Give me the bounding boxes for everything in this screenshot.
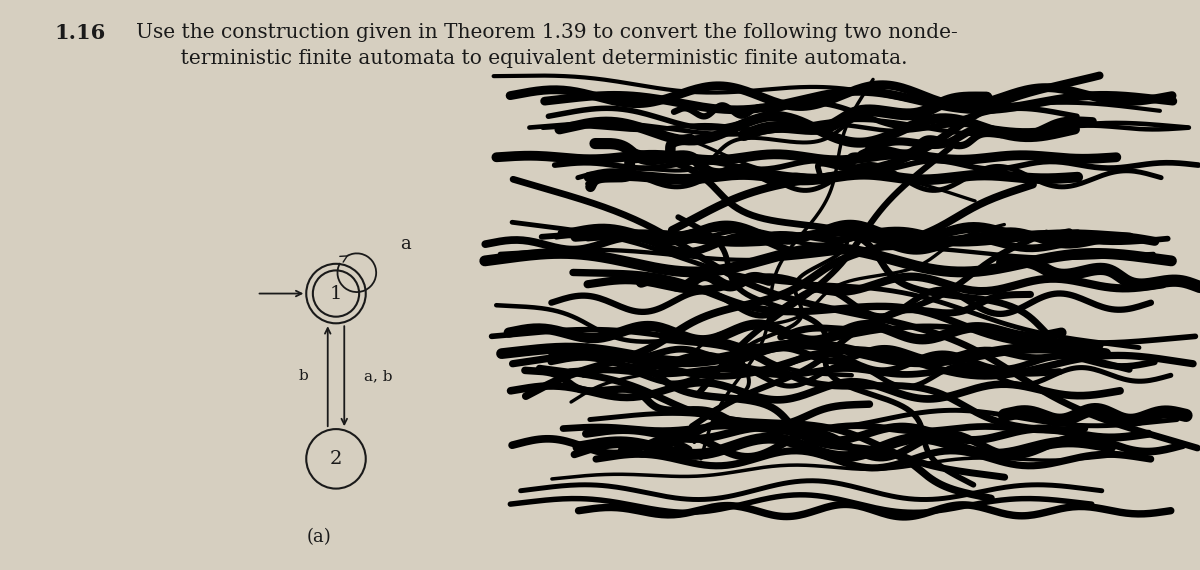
Text: 1.16: 1.16 [54,23,106,43]
Text: a, b: a, b [364,369,392,383]
Text: b: b [298,369,308,383]
Text: (a): (a) [307,528,332,546]
Text: a: a [400,235,410,253]
Circle shape [306,429,366,488]
Text: 1: 1 [330,284,342,303]
Circle shape [306,264,366,323]
Text: 2: 2 [330,450,342,468]
Text: Use the construction given in Theorem 1.39 to convert the following two nonde-
 : Use the construction given in Theorem 1.… [136,23,958,68]
